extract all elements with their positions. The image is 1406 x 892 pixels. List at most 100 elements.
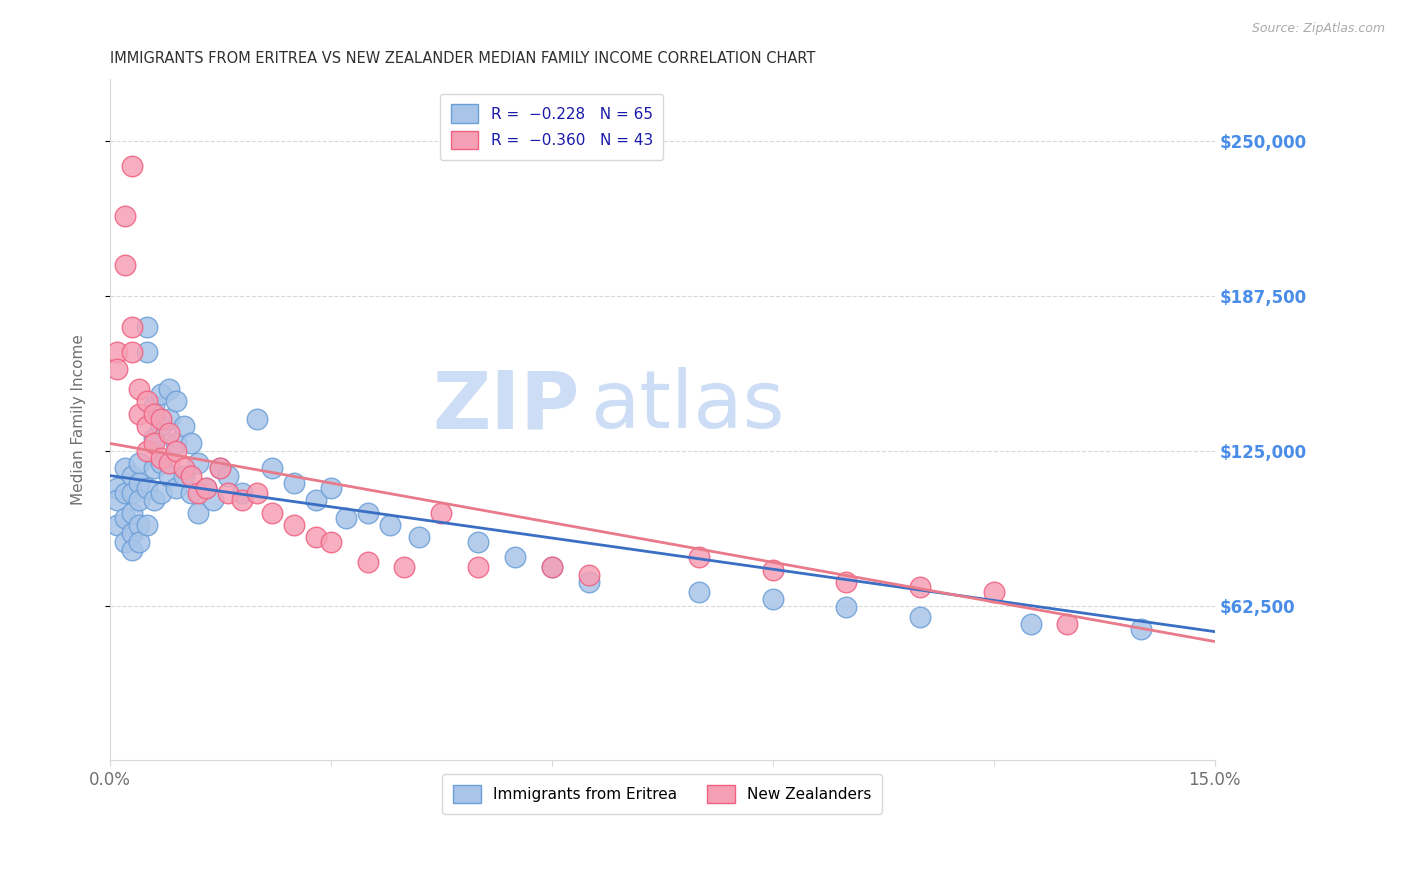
Point: [356, 506, 378, 520]
Point: [105, 493, 128, 508]
Point: [150, 486, 173, 500]
Point: [180, 486, 202, 500]
Point: [150, 387, 173, 401]
Point: [540, 560, 562, 574]
Point: [157, 456, 180, 470]
Point: [378, 518, 401, 533]
Point: [335, 510, 357, 524]
Point: [394, 560, 416, 574]
Point: [762, 592, 785, 607]
Point: [983, 585, 1005, 599]
Point: [209, 461, 232, 475]
Legend: Immigrants from Eritrea, New Zealanders: Immigrants from Eritrea, New Zealanders: [443, 774, 882, 814]
Point: [173, 468, 195, 483]
Point: [688, 550, 710, 565]
Point: [135, 320, 157, 334]
Point: [135, 518, 157, 533]
Point: [283, 518, 305, 533]
Point: [260, 506, 283, 520]
Point: [187, 486, 209, 500]
Point: [408, 531, 430, 545]
Point: [121, 159, 143, 173]
Point: [114, 486, 136, 500]
Point: [135, 419, 157, 434]
Point: [121, 542, 143, 557]
Point: [217, 486, 239, 500]
Point: [157, 468, 180, 483]
Point: [246, 486, 269, 500]
Point: [114, 258, 136, 272]
Point: [209, 461, 232, 475]
Point: [187, 506, 209, 520]
Point: [135, 394, 157, 409]
Point: [319, 481, 342, 495]
Point: [128, 493, 150, 508]
Point: [908, 609, 931, 624]
Point: [467, 560, 489, 574]
Point: [688, 585, 710, 599]
Point: [1056, 617, 1078, 632]
Point: [128, 382, 150, 396]
Point: [114, 461, 136, 475]
Point: [165, 436, 187, 450]
Point: [143, 432, 166, 446]
Point: [121, 320, 143, 334]
Point: [180, 468, 202, 483]
Point: [165, 481, 187, 495]
Point: [201, 493, 224, 508]
Point: [260, 461, 283, 475]
Text: Source: ZipAtlas.com: Source: ZipAtlas.com: [1251, 22, 1385, 36]
Point: [540, 560, 562, 574]
Point: [143, 493, 166, 508]
Point: [503, 550, 526, 565]
Point: [157, 382, 180, 396]
Point: [121, 506, 143, 520]
Point: [128, 456, 150, 470]
Point: [194, 481, 217, 495]
Point: [305, 493, 328, 508]
Point: [157, 411, 180, 425]
Point: [835, 599, 858, 614]
Point: [143, 407, 166, 421]
Point: [143, 399, 166, 413]
Point: [356, 555, 378, 569]
Point: [173, 461, 195, 475]
Point: [128, 475, 150, 490]
Point: [105, 481, 128, 495]
Point: [114, 209, 136, 223]
Point: [217, 468, 239, 483]
Point: [135, 344, 157, 359]
Text: IMMIGRANTS FROM ERITREA VS NEW ZEALANDER MEDIAN FAMILY INCOME CORRELATION CHART: IMMIGRANTS FROM ERITREA VS NEW ZEALANDER…: [110, 51, 815, 66]
Point: [114, 535, 136, 549]
Point: [173, 419, 195, 434]
Point: [157, 426, 180, 441]
Point: [143, 461, 166, 475]
Point: [908, 580, 931, 594]
Point: [135, 443, 157, 458]
Text: atlas: atlas: [591, 368, 785, 445]
Point: [165, 443, 187, 458]
Point: [150, 451, 173, 466]
Point: [114, 510, 136, 524]
Point: [305, 531, 328, 545]
Point: [128, 407, 150, 421]
Y-axis label: Median Family Income: Median Family Income: [72, 334, 86, 505]
Point: [128, 535, 150, 549]
Point: [150, 456, 173, 470]
Point: [762, 563, 785, 577]
Point: [121, 344, 143, 359]
Point: [105, 362, 128, 376]
Point: [128, 518, 150, 533]
Point: [121, 486, 143, 500]
Point: [105, 518, 128, 533]
Point: [143, 436, 166, 450]
Point: [135, 481, 157, 495]
Point: [283, 475, 305, 490]
Point: [105, 344, 128, 359]
Point: [231, 493, 253, 508]
Point: [1130, 622, 1153, 636]
Point: [150, 419, 173, 434]
Point: [121, 468, 143, 483]
Point: [467, 535, 489, 549]
Point: [121, 525, 143, 540]
